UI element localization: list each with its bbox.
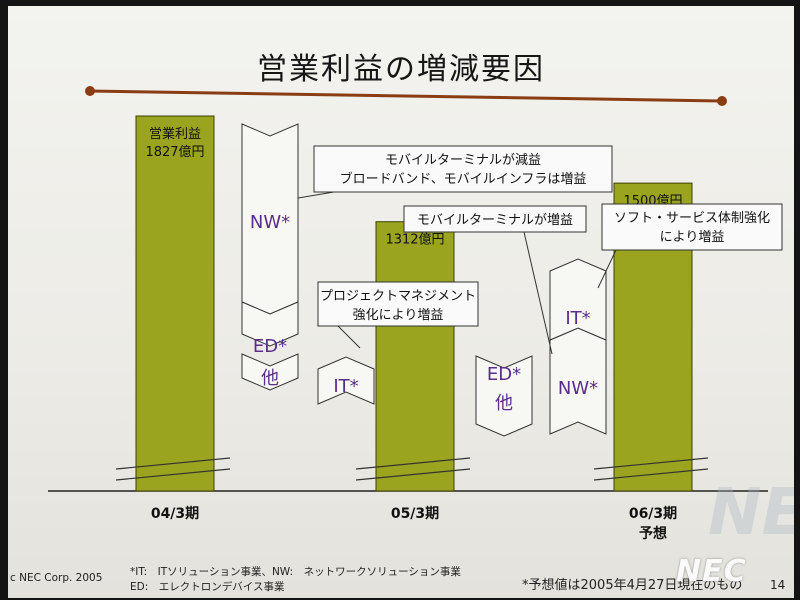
page-title: 営業利益の増減要因 — [257, 52, 545, 87]
page-number: 14 — [770, 578, 786, 592]
change-label-nw-2: NW* — [558, 378, 598, 399]
annotation-box-3 — [601, 203, 783, 251]
change-arrow-ed-down — [241, 301, 299, 347]
bar-header-label: 営業利益 — [149, 126, 201, 142]
change-arrow-ed-down-2 — [475, 355, 533, 437]
axis-break-mark — [593, 457, 709, 470]
annotation-box-1 — [317, 281, 479, 327]
bar-value-label-1: 1312億円 — [385, 232, 444, 248]
change-label-ed: ED* — [253, 336, 287, 357]
axis-break-mark — [593, 468, 709, 481]
annotation-text-3-0: ソフト・サービス体制強化 — [614, 211, 770, 226]
annotation-leader-0 — [297, 191, 335, 199]
change-arrow-other-down — [241, 353, 299, 391]
axis-break-mark — [115, 457, 231, 470]
copyright-text: c NEC Corp. 2005 — [10, 572, 103, 584]
change-label-it: IT* — [333, 376, 358, 397]
forecast-note: *予想値は2005年4月27日現在のもの — [522, 578, 743, 593]
axis-break-mark — [355, 457, 471, 470]
x-tick-label-1: 05/3期 — [391, 506, 439, 522]
waterfall-chart: 営業利益1827億円04/3期1312億円05/3期1500億円06/3期予想N… — [48, 86, 783, 542]
title-rule — [89, 89, 723, 103]
annotation-text-0-1: ブロードバンド、モバイルインフラは増益 — [340, 171, 587, 187]
title-rule-dot-right — [717, 96, 727, 106]
annotation-text-1-0: プロジェクトマネジメント — [320, 289, 476, 304]
change-label-ed-2: ED* — [487, 364, 521, 385]
annotation-text-3-1: により増益 — [660, 230, 725, 245]
x-tick-label-2: 06/3期 — [629, 506, 677, 522]
annotation-leader-1 — [337, 325, 361, 349]
annotation-text-1-1: 強化により増益 — [353, 308, 444, 323]
axis-break-mark — [355, 468, 471, 481]
change-label-it-2: IT* — [565, 308, 590, 329]
annotation-box-0 — [313, 145, 613, 193]
x-tick-label-0: 04/3期 — [151, 506, 199, 522]
nec-logo: NEC — [676, 554, 747, 589]
axis-break-mark — [115, 468, 231, 481]
bar-1 — [375, 221, 455, 492]
title-rule-dot-left — [85, 86, 95, 96]
annotation-leader-3 — [597, 249, 617, 289]
legend-note-line1: *IT: ITソリューション事業、NW: ネットワークソリューション事業 — [130, 566, 461, 578]
change-arrow-it-up — [317, 356, 375, 405]
annotation-text-2-0: モバイルターミナルが増益 — [417, 213, 573, 228]
bar-value-label-0: 1827億円 — [145, 144, 204, 160]
legend-note-line2: ED: エレクトロンデバイス事業 — [130, 581, 285, 593]
logo-watermark: NEC — [708, 476, 794, 550]
change-label-other-2: 他 — [495, 393, 513, 414]
change-label-other: 他 — [261, 368, 279, 389]
change-label-nw: NW* — [250, 212, 290, 233]
slide: 営業利益の増減要因 営業利益 1827億円 04/3期 1312億円 05/3期 1500… — [8, 6, 794, 598]
annotation-text-0-0: モバイルターミナルが減益 — [385, 152, 541, 168]
x-tick-sublabel-2: 予想 — [639, 525, 667, 542]
annotation-leader-2 — [523, 231, 553, 355]
annotation-box-2 — [403, 205, 587, 233]
bar-0 — [135, 115, 215, 492]
